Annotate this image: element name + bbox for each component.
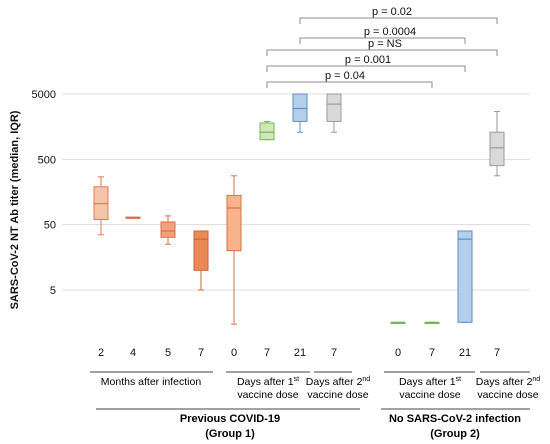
days-after-first-dose-text-g2: Days after 1	[399, 376, 456, 388]
superscript-nd-g1: nd	[362, 376, 370, 383]
x-tick-label: 7	[429, 347, 435, 359]
bracket-line	[299, 37, 466, 44]
bracket-line	[266, 65, 466, 72]
superscript-st-g2: st	[456, 376, 462, 383]
box-iqr	[259, 122, 275, 141]
days-after-first-dose-label-g2: Days after 1st	[399, 376, 461, 388]
x-tick-label: 7	[198, 347, 204, 359]
box-g2-0	[390, 321, 406, 325]
significance-bracket: p = 0.0004	[299, 26, 466, 44]
p-value-label: p = NS	[368, 38, 402, 50]
boxes-layer	[93, 93, 505, 325]
days-after-second-dose-text-g2: Days after 2	[476, 376, 533, 388]
significance-bracket: p = 0.04	[266, 70, 433, 88]
box-g1-5	[160, 215, 176, 245]
x-tick-label: 4	[130, 347, 136, 359]
superscript-st-g1: st	[294, 376, 300, 383]
group2-title: No SARS-CoV-2 infection	[389, 413, 521, 425]
x-tick-label: 21	[294, 347, 306, 359]
box-iqr	[193, 230, 209, 271]
x-tick-label: 7	[331, 347, 337, 359]
box-g2-21	[457, 230, 473, 323]
bracket-line	[266, 49, 498, 56]
p-value-label: p = 0.001	[345, 54, 391, 66]
bracket-line	[266, 81, 433, 88]
superscript-nd-g2: nd	[532, 376, 540, 383]
p-value-label: p = 0.04	[325, 70, 365, 82]
days-after-second-dose-text-g1: Days after 2	[306, 376, 363, 388]
box-iqr	[226, 194, 242, 252]
vaccine-dose-label-g1a: vaccine dose	[237, 389, 298, 401]
vaccine-dose-label-g2b: vaccine dose	[477, 389, 538, 401]
bracket-line	[299, 17, 498, 24]
y-axis-label: SARS-CoV-2 NT Ab titer (median, IQR)	[9, 110, 21, 309]
group2-subtitle: (Group 2)	[430, 428, 480, 440]
axis-layer: 2 4 5 7 0 7 21 7 0 7 21 7	[90, 347, 530, 410]
days-after-first-dose-label-g1: Days after 1st	[237, 376, 299, 388]
x-tick-label: 0	[395, 347, 401, 359]
y-tick-label: 50	[44, 220, 56, 232]
group1-subtitle: (Group 1)	[205, 428, 255, 440]
vaccine-dose-label-g2a: vaccine dose	[399, 389, 460, 401]
box-g2-7	[424, 321, 440, 325]
x-tick-label: 7	[264, 347, 270, 359]
months-after-infection-label: Months after infection	[101, 376, 202, 388]
days-after-second-dose-label-g1: Days after 2nd	[306, 376, 371, 388]
significance-bracket: p = 0.02	[299, 6, 498, 24]
box-g2-7	[489, 110, 505, 177]
y-tick-label: 500	[38, 154, 56, 166]
x-tick-label: 2	[98, 347, 104, 359]
x-tick-label: 7	[494, 347, 500, 359]
group1-title: Previous COVID-19	[180, 413, 280, 425]
days-after-first-dose-text-g1: Days after 1	[237, 376, 294, 388]
significance-bracket: p = 0.001	[266, 54, 466, 72]
box-iqr	[489, 131, 505, 167]
days-after-second-dose-label-g2: Days after 2nd	[476, 376, 541, 388]
significance-bracket: p = NS	[266, 38, 498, 56]
grid-layer: 5 50 500 5000	[32, 89, 530, 297]
box-iqr	[292, 93, 308, 122]
vaccine-dose-label-g1b: vaccine dose	[307, 389, 368, 401]
y-tick-label: 5	[50, 285, 56, 297]
box-g1-21	[292, 93, 308, 133]
box-g1-4	[125, 216, 141, 219]
box-g1-0	[226, 175, 242, 325]
p-value-label: p = 0.02	[372, 6, 412, 18]
box-g1-7	[259, 120, 275, 141]
box-g1-2	[93, 176, 109, 236]
box-g1-7	[326, 93, 342, 133]
box-iqr	[457, 230, 473, 323]
box-g1-7	[193, 230, 209, 291]
y-tick-label: 5000	[32, 89, 56, 101]
x-tick-label: 21	[459, 347, 471, 359]
p-value-label: p = 0.0004	[364, 26, 416, 38]
x-tick-label: 0	[231, 347, 237, 359]
x-tick-label: 5	[165, 347, 171, 359]
box-iqr	[326, 93, 342, 122]
box-iqr	[160, 221, 176, 238]
